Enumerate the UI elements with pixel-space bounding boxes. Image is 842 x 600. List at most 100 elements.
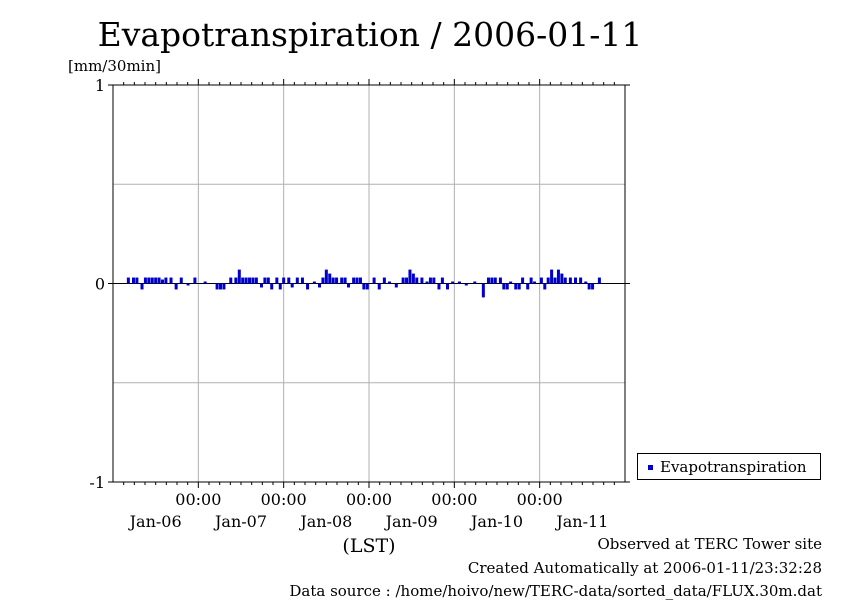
x-day-label: Jan-08 [298,512,352,531]
bar [300,277,304,284]
bar [440,277,444,284]
bar [290,283,294,288]
bar [587,283,591,290]
bar [362,283,366,290]
bar [143,277,147,284]
bar [446,283,450,290]
bar [451,281,455,284]
bar [486,277,490,284]
bar [229,277,233,284]
x-time-label: 00:00 [346,490,392,509]
footer-created: Created Automatically at 2006-01-11/23:3… [467,559,822,577]
bar [150,277,154,284]
bar [278,283,282,290]
bar [464,283,468,286]
x-day-label: Jan-11 [554,512,608,531]
bar [387,281,391,284]
bar [579,277,583,284]
bar [457,281,461,284]
bar [574,277,578,284]
bar [312,281,316,284]
bar [193,277,197,284]
y-tick-label: 0 [95,275,105,294]
y-unit-label: [mm/30min] [68,57,161,75]
x-time-label: 00:00 [431,490,477,509]
legend-label: Evapotranspiration [660,458,807,476]
bar [331,277,335,284]
bar [415,277,419,284]
bar [340,277,344,284]
bar [560,273,564,284]
bar [432,277,436,284]
bar [186,283,190,286]
bar [169,277,173,284]
bar [553,277,557,284]
bar [425,281,429,284]
bar [550,269,554,284]
bar [517,283,521,290]
bar [437,283,441,290]
bar [131,277,135,284]
bar [126,277,130,284]
bar [539,277,543,284]
bar [318,283,322,288]
data-bars [126,269,601,298]
bar [244,277,248,284]
bar [591,283,595,290]
bar [335,277,339,284]
bar [222,283,226,290]
bar [411,273,415,284]
bar [365,283,369,290]
bar [597,277,601,284]
bar [505,283,509,290]
bar [219,283,223,290]
bar [529,277,533,284]
bar [259,283,263,288]
bar [179,277,183,284]
bar [473,281,477,284]
bar [584,281,588,284]
bar [408,269,412,284]
legend: Evapotranspiration [637,453,821,480]
bar [401,277,405,284]
bar [394,283,398,288]
bar [563,277,567,284]
bar [428,277,432,284]
x-day-label: Jan-10 [469,512,523,531]
footer-observed: Observed at TERC Tower site [597,535,822,553]
x-axis-label: (LST) [342,535,395,557]
bar [498,277,502,284]
bar [164,277,168,284]
x-time-label: 00:00 [175,490,221,509]
x-day-label: Jan-06 [128,512,182,531]
bar [234,277,238,284]
bar [203,281,207,284]
bar [251,277,255,284]
x-time-label: 00:00 [517,490,563,509]
bar [266,277,270,284]
bar [237,269,241,284]
bar [241,277,245,284]
bar [481,283,485,298]
bar [502,283,506,290]
bar [352,277,356,284]
bar [174,283,178,290]
bar [526,283,530,290]
bar [546,277,550,284]
bar [321,277,325,284]
y-tick-label: -1 [89,473,105,492]
bar [533,281,537,284]
bar [493,277,497,284]
bar [382,277,386,284]
axes [108,79,630,488]
bar [287,277,291,284]
legend-swatch [648,465,653,470]
bar [248,277,252,284]
bar [275,277,279,284]
bar [372,277,376,284]
bar [514,283,518,290]
bar [556,269,560,284]
x-day-label: Jan-09 [384,512,438,531]
bar [270,283,274,290]
x-time-label: 00:00 [261,490,307,509]
